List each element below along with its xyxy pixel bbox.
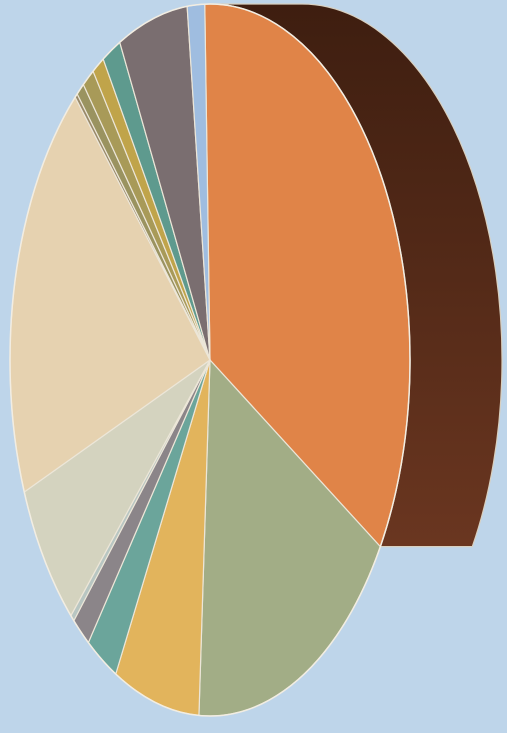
pie-rim [9, 3, 411, 717]
pie-face-layer [9, 3, 411, 717]
